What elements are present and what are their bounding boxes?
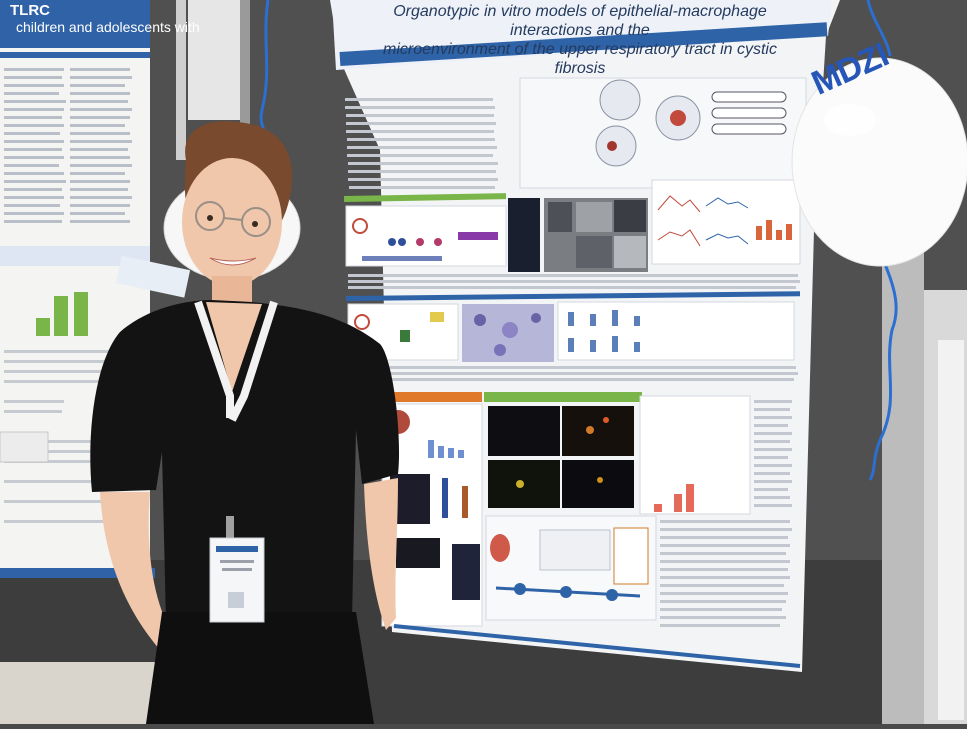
board-frame-right bbox=[882, 240, 924, 724]
lanyard bbox=[194, 300, 234, 418]
face bbox=[182, 158, 282, 286]
floor bbox=[0, 662, 170, 724]
poster-title-line1: Organotypic in vitro models of epithelia… bbox=[393, 3, 767, 39]
window-light bbox=[188, 0, 250, 120]
poster-title: Organotypic in vitro models of epithelia… bbox=[360, 2, 800, 78]
left-poster-header-text: children and adolescents with bbox=[16, 19, 200, 35]
neighbor-poster-paper bbox=[938, 340, 964, 720]
glasses bbox=[195, 201, 225, 231]
board-frame-pole bbox=[240, 0, 250, 150]
main-poster bbox=[330, 0, 840, 672]
ribbon-right bbox=[866, 0, 892, 57]
left-arm bbox=[100, 492, 176, 650]
left-poster-logo-text: TLRC bbox=[10, 2, 50, 19]
poster-title-line2: microenvironment of the upper respirator… bbox=[383, 41, 777, 77]
ribbon-string bbox=[868, 261, 898, 481]
right-arm bbox=[364, 478, 398, 630]
shirt bbox=[90, 300, 400, 622]
person bbox=[90, 121, 400, 724]
board-frame-pole bbox=[176, 0, 186, 160]
trousers bbox=[146, 612, 374, 724]
